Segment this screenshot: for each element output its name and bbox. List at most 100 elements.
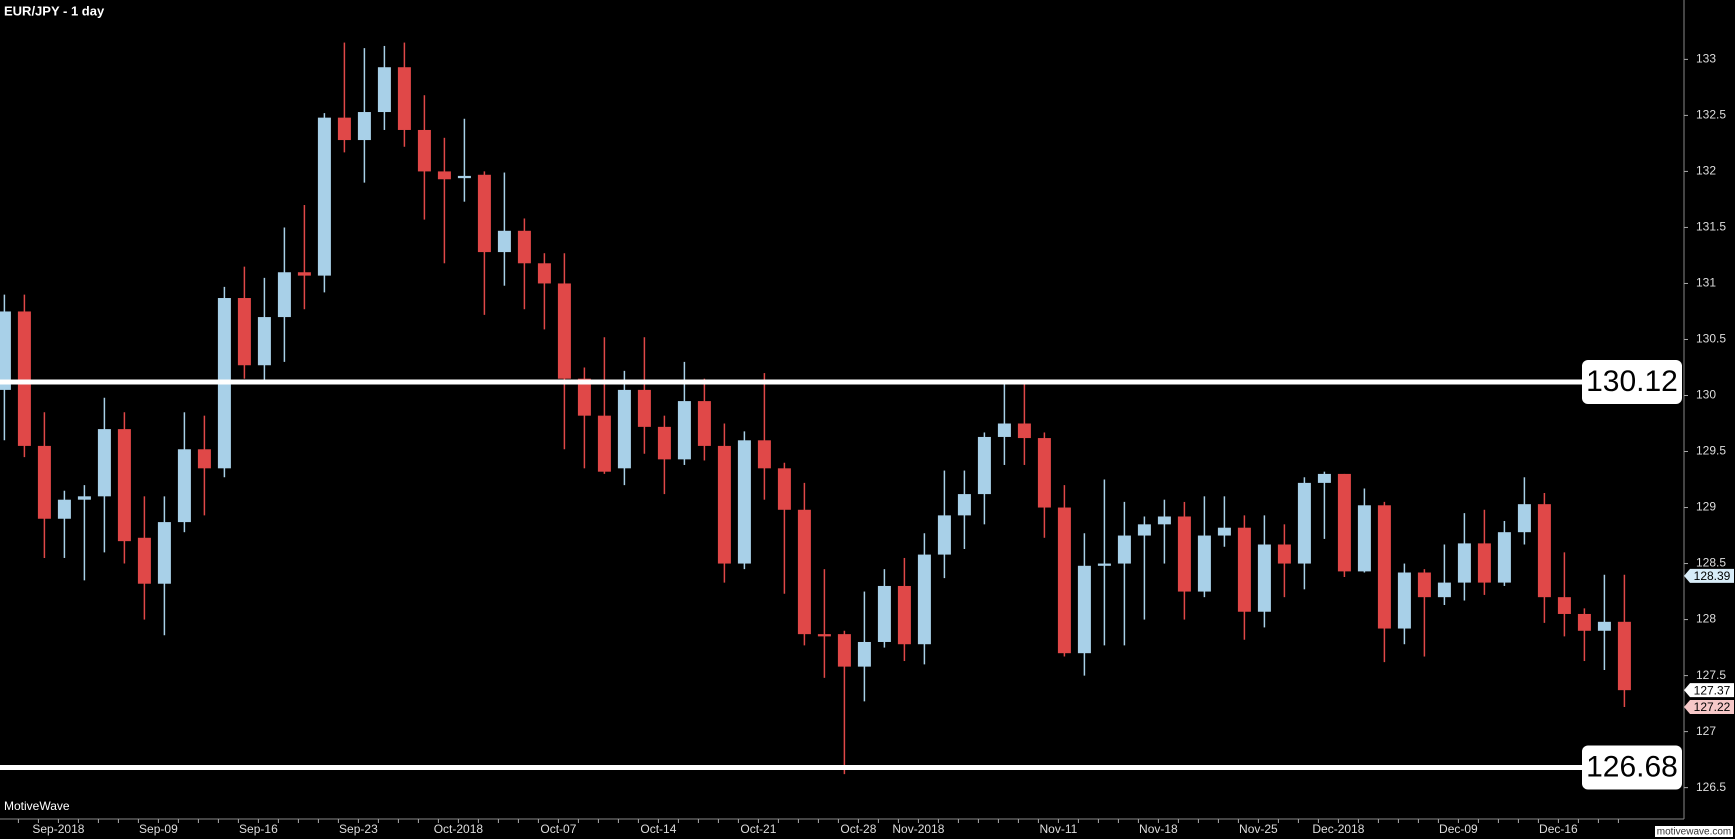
candle-body bbox=[0, 311, 11, 390]
candle-body bbox=[1217, 527, 1231, 536]
candle-body bbox=[1617, 621, 1631, 691]
y-tick-label: 129 bbox=[1696, 500, 1716, 514]
candle-body bbox=[597, 415, 611, 472]
candle-body bbox=[1577, 613, 1591, 631]
candle-body bbox=[1177, 516, 1191, 592]
candle-body bbox=[1017, 423, 1031, 439]
x-tick-label: Nov-25 bbox=[1239, 822, 1278, 836]
y-tick-label: 127 bbox=[1696, 724, 1716, 738]
x-tick-label: Sep-16 bbox=[239, 822, 278, 836]
candle-body bbox=[857, 641, 871, 667]
price-marker-label: 127.37 bbox=[1694, 683, 1731, 697]
candle-body bbox=[297, 272, 311, 276]
candle-body bbox=[77, 496, 91, 500]
candle-body bbox=[237, 298, 251, 366]
candle-body bbox=[497, 230, 511, 253]
y-tick-label: 126.5 bbox=[1696, 780, 1726, 794]
candle-body bbox=[577, 378, 591, 416]
candle-body bbox=[617, 389, 631, 469]
candle-body bbox=[1457, 543, 1471, 583]
candle-body bbox=[1337, 473, 1351, 572]
y-tick-label: 130 bbox=[1696, 388, 1716, 402]
y-tick-label: 128 bbox=[1696, 612, 1716, 626]
y-tick-label: 129.5 bbox=[1696, 444, 1726, 458]
price-marker-label: 128.39 bbox=[1694, 569, 1731, 583]
candle-body bbox=[1437, 582, 1451, 598]
candle-body bbox=[1597, 621, 1611, 631]
candle-body bbox=[897, 585, 911, 645]
candle-body bbox=[517, 230, 531, 264]
candle-body bbox=[937, 515, 951, 555]
candle-body bbox=[737, 440, 751, 564]
candle-body bbox=[177, 449, 191, 523]
candle-body bbox=[1277, 544, 1291, 564]
candle-body bbox=[1417, 572, 1431, 598]
x-tick-label: Sep-2018 bbox=[32, 822, 84, 836]
candle-body bbox=[1057, 507, 1071, 654]
candle-body bbox=[637, 389, 651, 427]
candle-body bbox=[1537, 504, 1551, 598]
x-tick-label: Dec-16 bbox=[1539, 822, 1578, 836]
candle-body bbox=[1157, 516, 1171, 525]
level-label-box bbox=[1582, 745, 1682, 790]
x-tick-label: Dec-09 bbox=[1439, 822, 1478, 836]
watermark: MotiveWave bbox=[4, 799, 70, 813]
source-box bbox=[1655, 826, 1733, 837]
candle-body bbox=[1557, 597, 1571, 614]
y-tick-label: 132 bbox=[1696, 164, 1716, 178]
candle-body bbox=[1037, 438, 1051, 508]
candle-body bbox=[437, 171, 451, 180]
x-tick-label: Nov-2018 bbox=[892, 822, 944, 836]
y-tick-label: 132.5 bbox=[1696, 108, 1726, 122]
candle-body bbox=[1497, 532, 1511, 583]
candle-body bbox=[1117, 535, 1131, 564]
candle-body bbox=[717, 445, 731, 564]
candle-body bbox=[817, 634, 831, 637]
candle-body bbox=[1237, 527, 1251, 612]
candle-body bbox=[397, 67, 411, 130]
candle-body bbox=[557, 283, 571, 379]
chart-title: EUR/JPY - 1 day bbox=[4, 3, 105, 18]
candle-body bbox=[1397, 572, 1411, 629]
candle-body bbox=[917, 554, 931, 645]
y-tick-label: 131.5 bbox=[1696, 220, 1726, 234]
candle-body bbox=[357, 112, 371, 141]
level-label-box bbox=[1582, 360, 1682, 405]
candle-body bbox=[457, 175, 471, 179]
x-tick-label: Oct-21 bbox=[740, 822, 776, 836]
candle-body bbox=[1357, 505, 1371, 572]
x-tick-label: Dec-2018 bbox=[1312, 822, 1364, 836]
candle-body bbox=[537, 263, 551, 284]
candle-body bbox=[377, 67, 391, 113]
candle-body bbox=[37, 445, 51, 519]
x-tick-label: Nov-18 bbox=[1139, 822, 1178, 836]
y-tick-label: 127.5 bbox=[1696, 668, 1726, 682]
level-label: 126.68 bbox=[1586, 750, 1678, 783]
price-marker-box bbox=[1684, 683, 1734, 698]
candle-body bbox=[1197, 535, 1211, 592]
y-tick-label: 131 bbox=[1696, 276, 1716, 290]
candle-body bbox=[57, 499, 71, 519]
candle-body bbox=[877, 585, 891, 642]
x-tick-label: Oct-2018 bbox=[434, 822, 484, 836]
candle-body bbox=[1077, 565, 1091, 654]
candle-body bbox=[977, 436, 991, 495]
candle-body bbox=[997, 423, 1011, 437]
x-tick-label: Sep-23 bbox=[339, 822, 378, 836]
price-marker-label: 127.22 bbox=[1694, 700, 1731, 714]
candle-body bbox=[957, 494, 971, 516]
candle-body bbox=[757, 440, 771, 469]
candle-body bbox=[17, 311, 31, 446]
candle-body bbox=[1257, 544, 1271, 612]
x-tick-label: Oct-14 bbox=[640, 822, 676, 836]
y-tick-label: 130.5 bbox=[1696, 332, 1726, 346]
candle-body bbox=[1297, 482, 1311, 564]
candle-body bbox=[117, 429, 131, 542]
candle-body bbox=[477, 174, 491, 253]
candle-body bbox=[797, 509, 811, 635]
x-tick-label: Oct-28 bbox=[840, 822, 876, 836]
candle-body bbox=[337, 117, 351, 141]
candle-body bbox=[197, 449, 211, 469]
